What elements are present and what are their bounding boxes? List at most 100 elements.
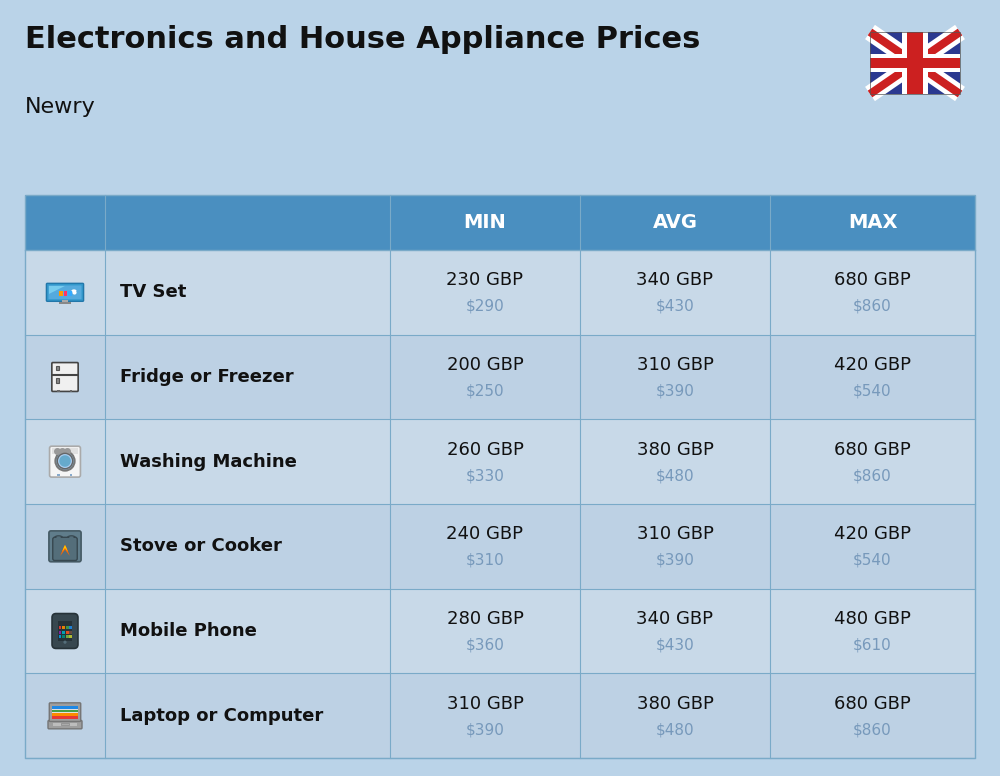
Bar [25,195,975,250]
Text: 230 GBP: 230 GBP [446,272,524,289]
FancyBboxPatch shape [49,531,81,562]
Bar [62,300,68,303]
Bar [62,636,65,639]
Text: Laptop or Computer: Laptop or Computer [120,707,323,725]
Text: 310 GBP: 310 GBP [447,695,523,712]
Text: 260 GBP: 260 GBP [447,441,523,459]
Bar [56,366,59,370]
Text: Stove or Cooker: Stove or Cooker [120,537,282,556]
Text: 420 GBP: 420 GBP [834,356,911,374]
Polygon shape [60,545,70,556]
Bar [25,589,105,674]
Text: MIN: MIN [464,213,506,232]
Text: 680 GBP: 680 GBP [834,272,911,289]
Text: AVG: AVG [652,213,698,232]
FancyArrow shape [865,25,965,101]
Bar [59,636,61,639]
Bar [870,57,960,68]
FancyBboxPatch shape [52,362,78,391]
Text: $330: $330 [466,468,504,483]
Text: $290: $290 [466,299,504,314]
Circle shape [63,641,67,644]
Bar [66,636,69,639]
Text: $480: $480 [656,722,694,737]
Ellipse shape [69,536,74,539]
Bar [69,636,72,639]
FancyBboxPatch shape [50,446,80,477]
Bar [52,706,78,719]
FancyArrow shape [868,29,962,97]
Text: 680 GBP: 680 GBP [834,441,911,459]
Bar [52,449,78,454]
Bar [52,706,78,709]
Bar [59,626,61,629]
Text: $540: $540 [853,383,892,399]
Text: $430: $430 [656,638,694,653]
Ellipse shape [68,535,75,539]
Bar [25,589,975,674]
Bar [66,631,69,634]
Text: 200 GBP: 200 GBP [447,356,523,374]
Text: 420 GBP: 420 GBP [834,525,911,543]
Polygon shape [49,286,65,294]
Text: 480 GBP: 480 GBP [834,610,911,628]
Bar [25,504,975,589]
Text: 280 GBP: 280 GBP [447,610,523,628]
Text: 380 GBP: 380 GBP [637,695,713,712]
Bar [69,626,72,629]
Bar [25,334,975,419]
Bar [61,723,69,726]
Text: $860: $860 [853,722,892,737]
FancyArrow shape [868,29,962,97]
FancyBboxPatch shape [48,720,82,729]
Bar [25,195,975,758]
Text: Washing Machine: Washing Machine [120,452,297,471]
Bar [25,674,105,758]
Text: TV Set: TV Set [120,283,186,301]
Text: 380 GBP: 380 GBP [637,441,713,459]
Polygon shape [62,545,68,552]
Bar [52,709,78,712]
Text: 240 GBP: 240 GBP [446,525,524,543]
Bar [52,713,78,715]
Bar [907,32,923,94]
Text: $390: $390 [656,553,694,568]
FancyArrow shape [865,25,965,101]
Bar [69,631,72,634]
Bar [53,723,77,726]
Text: Fridge or Freezer: Fridge or Freezer [120,368,294,386]
Bar [25,419,975,504]
Text: 340 GBP: 340 GBP [637,610,714,628]
Bar [25,419,105,504]
Bar [25,250,105,334]
Bar [64,291,67,296]
Bar [870,54,960,71]
FancyBboxPatch shape [46,283,84,301]
Text: MAX: MAX [848,213,897,232]
Bar [52,716,78,719]
Bar [902,32,928,94]
Bar [25,674,975,758]
Bar [62,626,65,629]
Bar [70,390,72,392]
Circle shape [57,453,73,469]
Text: $430: $430 [656,299,694,314]
Text: Mobile Phone: Mobile Phone [120,622,257,640]
Text: $360: $360 [466,638,504,653]
Circle shape [55,452,75,470]
FancyBboxPatch shape [53,537,77,560]
Circle shape [59,456,71,467]
Text: $390: $390 [656,383,694,399]
Text: $480: $480 [656,468,694,483]
FancyBboxPatch shape [48,286,82,300]
Text: $860: $860 [853,299,892,314]
Text: 340 GBP: 340 GBP [637,272,714,289]
Bar [25,334,105,419]
Ellipse shape [55,535,62,539]
Text: 680 GBP: 680 GBP [834,695,911,712]
Bar [58,622,72,641]
Ellipse shape [56,536,61,539]
Bar [59,291,63,296]
Text: $310: $310 [466,553,504,568]
FancyBboxPatch shape [52,614,78,649]
